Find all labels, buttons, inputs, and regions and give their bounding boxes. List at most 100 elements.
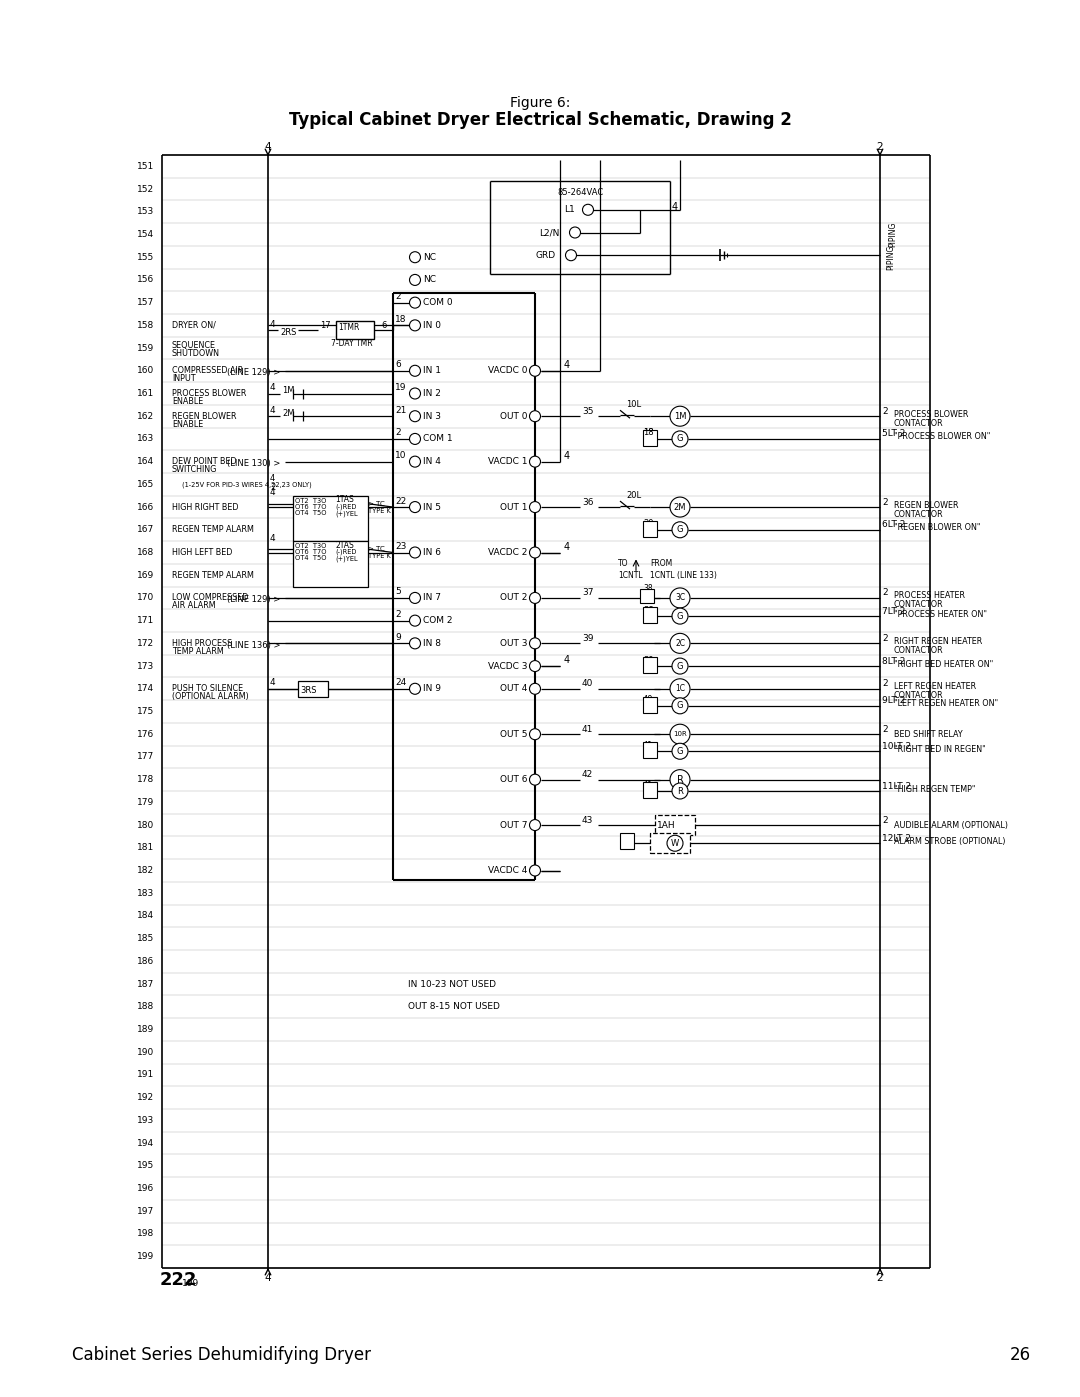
Text: SHUTDOWN: SHUTDOWN	[172, 349, 220, 358]
Text: 1AH: 1AH	[657, 820, 676, 830]
Text: 185: 185	[137, 935, 154, 943]
Text: 10: 10	[395, 451, 406, 460]
Text: 24: 24	[395, 679, 406, 687]
Bar	[643, 657, 657, 673]
Text: 4: 4	[265, 142, 271, 152]
Text: 2: 2	[882, 497, 888, 507]
Circle shape	[409, 365, 420, 376]
Text: VACDC 2: VACDC 2	[488, 548, 527, 557]
Text: 2: 2	[877, 142, 883, 152]
Text: GRD: GRD	[536, 250, 556, 260]
Text: Cabinet Series Dehumidifying Dryer: Cabinet Series Dehumidifying Dryer	[72, 1345, 372, 1363]
Text: OT6  T7O: OT6 T7O	[295, 549, 326, 555]
Bar	[643, 521, 657, 536]
Circle shape	[672, 522, 688, 538]
Text: 151: 151	[137, 162, 154, 170]
Text: "LEFT REGEN HEATER ON": "LEFT REGEN HEATER ON"	[894, 700, 998, 708]
Text: OUT 1: OUT 1	[499, 503, 527, 511]
Text: ENABLE: ENABLE	[172, 419, 203, 429]
Text: 6LT 2: 6LT 2	[882, 520, 905, 529]
Circle shape	[529, 865, 540, 876]
Text: OUT 0: OUT 0	[499, 412, 527, 420]
Text: NC: NC	[423, 253, 436, 261]
Text: 1TMR: 1TMR	[338, 323, 360, 332]
Text: COM 1: COM 1	[423, 434, 453, 443]
Text: OUT 6: OUT 6	[499, 775, 527, 784]
Text: CONTACTOR: CONTACTOR	[894, 510, 944, 518]
Text: 160: 160	[137, 366, 154, 376]
Circle shape	[529, 661, 540, 672]
Circle shape	[529, 365, 540, 376]
Text: TYPE K: TYPE K	[368, 553, 391, 559]
Text: CONTACTOR: CONTACTOR	[894, 645, 944, 655]
Bar	[650, 833, 690, 854]
Bar	[293, 541, 368, 587]
Text: 169: 169	[137, 571, 154, 580]
Text: DEW POINT BED: DEW POINT BED	[172, 457, 237, 467]
Text: PIPING: PIPING	[886, 244, 895, 270]
Bar	[298, 680, 328, 697]
Text: 3RS: 3RS	[300, 686, 316, 696]
Text: L1: L1	[564, 205, 575, 214]
Text: BED SHIFT RELAY: BED SHIFT RELAY	[894, 729, 962, 739]
Text: W: W	[671, 838, 679, 848]
Text: (-)RED: (-)RED	[335, 503, 356, 510]
Circle shape	[409, 388, 420, 400]
Text: LEFT REGEN HEATER: LEFT REGEN HEATER	[894, 682, 976, 692]
Text: IN 3: IN 3	[423, 412, 441, 420]
Text: "HIGH REGEN TEMP": "HIGH REGEN TEMP"	[894, 785, 975, 793]
Bar	[640, 590, 654, 604]
Text: COM 2: COM 2	[423, 616, 453, 624]
Text: 4: 4	[564, 542, 570, 552]
Text: HIGH PROCESS: HIGH PROCESS	[172, 638, 232, 648]
Text: > TC: > TC	[368, 546, 384, 552]
Text: 39: 39	[582, 634, 594, 643]
Text: 26: 26	[1010, 1345, 1031, 1363]
Text: 2: 2	[882, 816, 888, 824]
Text: TEMP ALARM: TEMP ALARM	[172, 647, 224, 655]
Circle shape	[670, 770, 690, 789]
Text: 166: 166	[137, 503, 154, 511]
Text: 4: 4	[270, 534, 275, 542]
Text: 19: 19	[395, 383, 406, 393]
Text: 159: 159	[137, 344, 154, 352]
Text: 2: 2	[877, 1273, 883, 1282]
Text: "PROCESS BLOWER ON": "PROCESS BLOWER ON"	[894, 433, 990, 441]
Circle shape	[670, 724, 690, 745]
Text: 38: 38	[643, 606, 653, 615]
Text: 156: 156	[137, 275, 154, 285]
Text: 20: 20	[643, 520, 653, 528]
Text: OUT 4: OUT 4	[500, 685, 527, 693]
Circle shape	[409, 683, 420, 694]
Text: IN 6: IN 6	[423, 548, 441, 557]
Text: 8LT 2: 8LT 2	[882, 657, 905, 665]
Circle shape	[566, 250, 577, 261]
Text: 38: 38	[643, 584, 652, 594]
Text: 164: 164	[137, 457, 154, 467]
Text: IN 8: IN 8	[423, 638, 441, 648]
Text: 39: 39	[643, 655, 653, 665]
Text: 2TAS: 2TAS	[335, 541, 354, 549]
Bar	[654, 814, 696, 835]
Text: (LINE 129) >: (LINE 129) >	[227, 369, 280, 377]
Text: CONTACTOR: CONTACTOR	[894, 419, 944, 427]
Text: 192: 192	[137, 1092, 154, 1102]
Text: 158: 158	[137, 321, 154, 330]
Text: 184: 184	[137, 911, 154, 921]
Text: 155: 155	[137, 253, 154, 261]
Text: RIGHT REGEN HEATER: RIGHT REGEN HEATER	[894, 637, 982, 645]
Text: 4: 4	[672, 201, 678, 212]
Circle shape	[529, 411, 540, 422]
Circle shape	[409, 274, 420, 285]
Text: (OPTIONAL ALARM): (OPTIONAL ALARM)	[172, 693, 248, 701]
Text: 1C: 1C	[675, 685, 685, 693]
Text: 197: 197	[137, 1207, 154, 1215]
Text: "RIGHT BED HEATER ON": "RIGHT BED HEATER ON"	[894, 659, 994, 669]
Text: 178: 178	[137, 775, 154, 784]
Text: AIR ALARM: AIR ALARM	[172, 602, 216, 610]
Text: VACDC 4: VACDC 4	[488, 866, 527, 875]
Circle shape	[409, 320, 420, 331]
Text: 20L: 20L	[626, 490, 642, 500]
Circle shape	[672, 608, 688, 624]
Text: REGEN BLOWER: REGEN BLOWER	[894, 500, 959, 510]
